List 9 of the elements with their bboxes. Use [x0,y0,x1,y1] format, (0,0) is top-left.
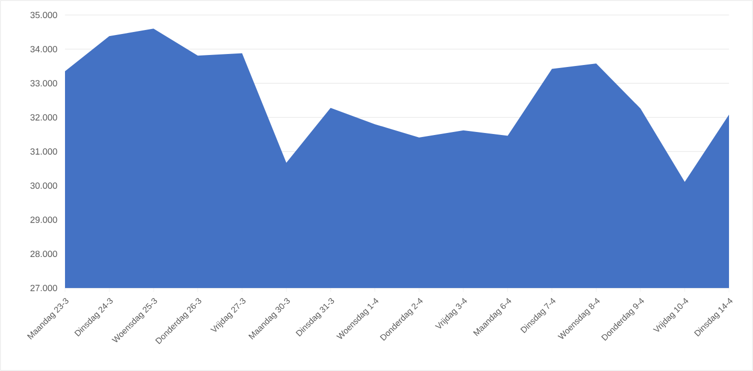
y-tick-label: 32.000 [30,114,58,121]
y-tick-label: 31.000 [30,148,58,155]
y-tick-label: 28.000 [30,250,58,258]
y-tick-label: 34.000 [30,46,58,52]
y-tick-label: 33.000 [30,80,58,86]
y-tick-label: 35.000 [30,12,58,18]
y-tick-label: 30.000 [30,182,58,189]
y-tick-label: 27.000 [30,284,58,292]
y-tick-label: 29.000 [30,216,58,223]
